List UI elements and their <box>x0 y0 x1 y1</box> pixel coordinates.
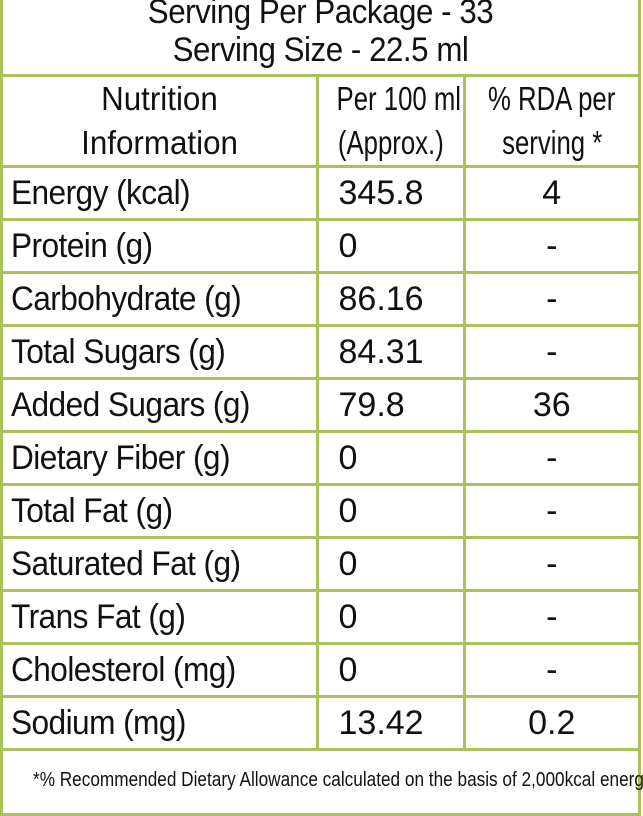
nutrient-name: Sodium (mg) <box>3 695 319 751</box>
nutrient-value-per-100ml: 0 <box>315 536 466 592</box>
nutrient-rda-percent: - <box>462 642 638 698</box>
nutrient-rda-percent: - <box>462 430 638 486</box>
nutrient-value-per-100ml: 345.8 <box>315 165 466 221</box>
header-name-line1: Nutrition <box>100 80 218 117</box>
nutrient-name-text: Saturated Fat (g) <box>11 544 241 583</box>
header-name-line2: Information <box>80 124 238 161</box>
header-rda: % RDA per serving * <box>462 77 638 168</box>
nutrient-name: Cholesterol (mg) <box>3 642 319 698</box>
table-row: Total Fat (g) 0- <box>3 483 638 539</box>
nutrient-name-text: Dietary Fiber (g) <box>11 438 230 477</box>
nutrient-name-text: Total Fat (g) <box>11 491 173 530</box>
nutrient-value-per-100ml: 79.8 <box>315 377 466 433</box>
nutrient-value-per-100ml: 13.42 <box>315 695 466 751</box>
rda-footnote: *% Recommended Dietary Allowance calcula… <box>33 769 643 791</box>
nutrient-rda-percent: - <box>462 536 638 592</box>
nutrient-value-per-100ml: 0 <box>315 642 466 698</box>
header-per100-line2: (Approx.) <box>337 124 444 161</box>
nutrient-rda-percent: - <box>462 271 638 327</box>
table-row: Added Sugars (g) 79.8 36 <box>3 377 638 433</box>
table-row: Sodium (mg) 13.42 0.2 <box>3 695 638 751</box>
nutrient-value-per-100ml: 0 <box>315 483 466 539</box>
table-row: Trans Fat (g) 0- <box>3 589 638 645</box>
nutrient-name: Protein (g) <box>3 218 319 274</box>
header-nutrition-information: Nutrition Information <box>3 77 319 168</box>
table-row: Dietary Fiber (g) 0- <box>3 430 638 486</box>
nutrient-rda-percent: 0.2 <box>462 695 638 751</box>
nutrient-name: Saturated Fat (g) <box>3 536 319 592</box>
header-rda-line2: serving * <box>501 124 602 161</box>
nutrient-name-text: Added Sugars (g) <box>11 385 250 424</box>
nutrient-name: Carbohydrate (g) <box>3 271 319 327</box>
nutrient-name-text: Total Sugars (g) <box>11 332 226 371</box>
serving-info: Serving Per Package - 33 Serving Size - … <box>3 0 638 77</box>
table-row: Total Sugars (g) 84.31- <box>3 324 638 380</box>
nutrient-name-text: Protein (g) <box>11 226 153 265</box>
serving-size: Serving Size - 22.5 ml <box>172 31 469 69</box>
table-row: Energy (kcal) 345.8 4 <box>3 165 638 221</box>
nutrient-name-text: Trans Fat (g) <box>11 597 186 636</box>
nutrient-rda-percent: 4 <box>462 165 638 221</box>
nutrient-name: Dietary Fiber (g) <box>3 430 319 486</box>
nutrient-value-per-100ml: 84.31 <box>315 324 466 380</box>
table-row: Saturated Fat (g) 0- <box>3 536 638 592</box>
table-row: Protein (g) 0- <box>3 218 638 274</box>
nutrient-name: Trans Fat (g) <box>3 589 319 645</box>
serving-per-package: Serving Per Package - 33 <box>147 0 494 31</box>
nutrient-rda-percent: - <box>462 483 638 539</box>
nutrient-value-per-100ml: 0 <box>315 218 466 274</box>
nutrient-rda-percent: - <box>462 324 638 380</box>
nutrient-name: Energy (kcal) <box>3 165 319 221</box>
nutrient-name: Total Sugars (g) <box>3 324 319 380</box>
header-per-100ml: Per 100 ml (Approx.) <box>315 77 466 168</box>
table-header-row: Nutrition Information Per 100 ml (Approx… <box>3 77 638 168</box>
header-per100-line1: Per 100 ml <box>336 80 461 117</box>
nutrient-value-per-100ml: 0 <box>315 430 466 486</box>
nutrition-table: Nutrition Information Per 100 ml (Approx… <box>3 77 638 751</box>
nutrient-value-per-100ml: 0 <box>315 589 466 645</box>
header-rda-line1: % RDA per <box>488 80 616 117</box>
nutrient-rda-percent: - <box>462 218 638 274</box>
nutrient-name-text: Cholesterol (mg) <box>11 650 236 689</box>
nutrient-rda-percent: 36 <box>462 377 638 433</box>
nutrient-value-per-100ml: 86.16 <box>315 271 466 327</box>
nutrient-name-text: Carbohydrate (g) <box>11 279 242 318</box>
nutrient-rda-percent: - <box>462 589 638 645</box>
nutrient-name: Total Fat (g) <box>3 483 319 539</box>
nutrient-name-text: Sodium (mg) <box>11 703 186 742</box>
nutrient-name: Added Sugars (g) <box>3 377 319 433</box>
table-row: Carbohydrate (g) 86.16- <box>3 271 638 327</box>
nutrient-name-text: Energy (kcal) <box>11 173 191 212</box>
table-row: Cholesterol (mg) 0- <box>3 642 638 698</box>
